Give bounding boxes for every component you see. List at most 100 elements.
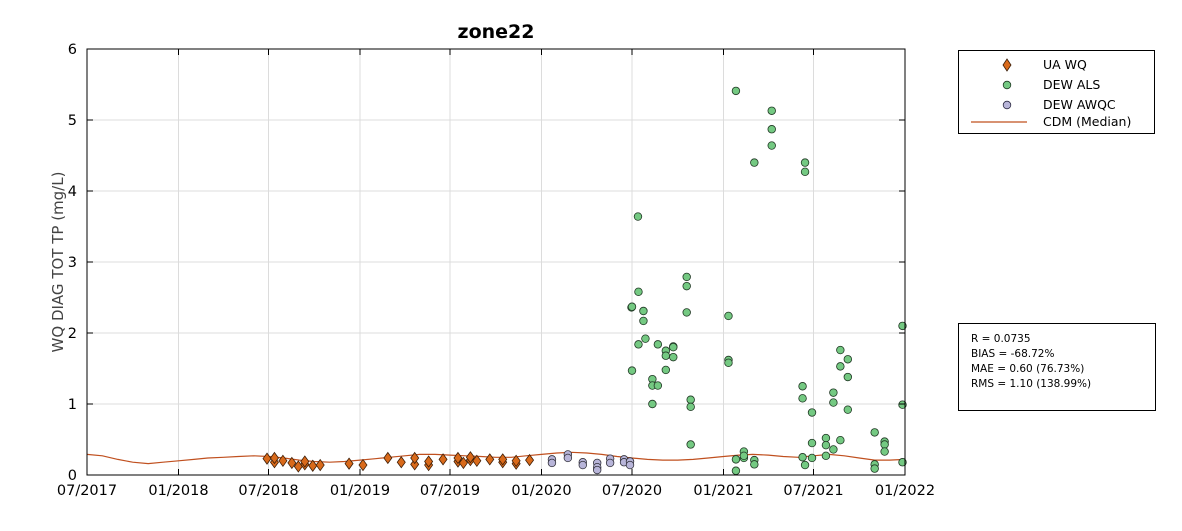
dew-als-point <box>821 451 831 461</box>
ua-wq-point <box>278 454 288 467</box>
dew-als-point <box>767 141 776 150</box>
y-tick-label: 6 <box>68 42 77 58</box>
legend-item-ua-wq: UA WQ <box>959 55 1154 75</box>
dew-als-point <box>682 272 691 282</box>
ua-wq-point <box>315 458 325 472</box>
y-tick-label: 5 <box>68 113 77 129</box>
legend-label: DEW AWQC <box>1043 97 1116 112</box>
dew-als-point <box>798 382 807 391</box>
dew-als-point <box>800 158 810 167</box>
y-tick-label: 4 <box>68 184 77 200</box>
dew-als-point <box>870 464 879 473</box>
dew-als-point <box>807 453 817 463</box>
dew-als-point <box>653 340 663 349</box>
ua-wq-point <box>472 454 482 467</box>
dew-als-point <box>634 287 643 297</box>
dew-als-point <box>829 388 838 397</box>
dew-als-point <box>724 358 733 368</box>
dew-als-point <box>829 398 838 407</box>
y-tick-label: 3 <box>68 255 77 271</box>
dew-als-point <box>843 372 853 382</box>
circle-marker-icon <box>1002 100 1012 110</box>
x-tick-label: 01/2019 <box>330 483 390 499</box>
dew-als-point <box>648 399 657 409</box>
dew-als-point <box>627 366 637 375</box>
ua-wq-point <box>383 451 393 465</box>
x-tick-label: 07/2017 <box>57 483 117 499</box>
ua-wq-point <box>498 453 508 466</box>
dew-als-point <box>843 405 853 414</box>
legend-item-cdm-median: CDM (Median) <box>959 112 1154 132</box>
y-tick-label: 2 <box>68 326 77 342</box>
x-axis-ticks: 07/2017 01/2018 07/2018 01/2019 07/2019 01/20… <box>57 49 935 499</box>
dew-als-point <box>739 451 749 461</box>
x-tick-label: 07/2020 <box>602 483 662 499</box>
data-markers <box>262 86 907 475</box>
dew-als-point <box>807 408 817 417</box>
dew-als-point <box>634 340 643 349</box>
stat-mae: MAE = 0.60 (76.73%) <box>971 363 1085 375</box>
legend-label: UA WQ <box>1043 57 1087 72</box>
dew-als-point <box>836 345 845 355</box>
dew-als-point <box>750 460 759 469</box>
dew-awqc-point <box>563 453 573 463</box>
dew-als-point <box>836 362 845 371</box>
stat-rms: RMS = 1.10 (138.99%) <box>971 378 1092 390</box>
x-tick-label: 07/2019 <box>420 483 480 499</box>
ua-wq-point <box>300 455 310 468</box>
dew-als-point <box>821 433 831 443</box>
y-axis-label: WQ DIAG TOT TP (mg/L) <box>49 172 67 353</box>
dew-als-point <box>682 281 691 291</box>
x-tick-label: 01/2021 <box>693 483 753 499</box>
stat-r: R = 0.0735 <box>971 333 1031 345</box>
dew-als-point <box>731 86 741 96</box>
dew-als-point <box>639 306 648 316</box>
ua-wq-point <box>344 457 354 470</box>
cdm-median-line-group <box>86 451 906 465</box>
dew-als-point <box>898 400 907 409</box>
dew-als-point <box>798 453 807 462</box>
ua-wq-point <box>410 451 420 465</box>
ua-wq-point <box>485 453 495 466</box>
ua-wq-point <box>465 451 475 464</box>
dew-als-point <box>836 436 845 445</box>
dew-als-point <box>633 212 643 221</box>
legend-item-dew-awqc: DEW AWQC <box>959 95 1154 115</box>
x-tick-label: 01/2018 <box>148 483 208 499</box>
dew-als-point <box>800 167 810 177</box>
dew-als-point <box>898 458 907 467</box>
dew-als-point <box>682 308 691 317</box>
dew-als-point <box>898 321 907 331</box>
legend: UA WQ DEW ALS DEW AWQC CDM (Median) <box>958 50 1155 134</box>
dew-als-point <box>843 355 853 364</box>
cdm-median-line <box>86 451 906 465</box>
dew-als-point <box>807 438 817 448</box>
diamond-marker-icon <box>1002 58 1012 72</box>
dew-als-point <box>661 365 671 375</box>
dew-awqc-point <box>625 460 635 470</box>
dew-als-point <box>798 394 807 403</box>
ua-wq-point <box>438 453 448 466</box>
dew-als-point <box>639 316 648 326</box>
dew-als-point <box>880 440 889 449</box>
legend-label: DEW ALS <box>1043 77 1101 92</box>
chart-title: zone22 <box>458 21 535 43</box>
ua-wq-point <box>308 459 318 472</box>
dew-awqc-point <box>578 460 587 470</box>
ua-wq-point <box>424 455 434 468</box>
x-tick-label: 01/2020 <box>511 483 571 499</box>
dew-als-point <box>829 445 838 454</box>
dew-als-point <box>686 402 695 412</box>
dew-als-point <box>661 351 671 360</box>
ua-wq-point <box>525 453 535 467</box>
ua-wq-point <box>269 451 279 465</box>
x-tick-label: 07/2021 <box>783 483 843 499</box>
ua-wq-point <box>458 456 468 470</box>
line-marker-icon <box>971 121 1027 123</box>
ua-wq-point <box>453 451 463 465</box>
y-axis-ticks: 0 1 2 3 4 5 6 <box>68 42 905 484</box>
stat-bias: BIAS = -68.72% <box>971 348 1055 360</box>
dew-als-point <box>767 125 776 134</box>
dew-awqc-point <box>605 458 615 468</box>
